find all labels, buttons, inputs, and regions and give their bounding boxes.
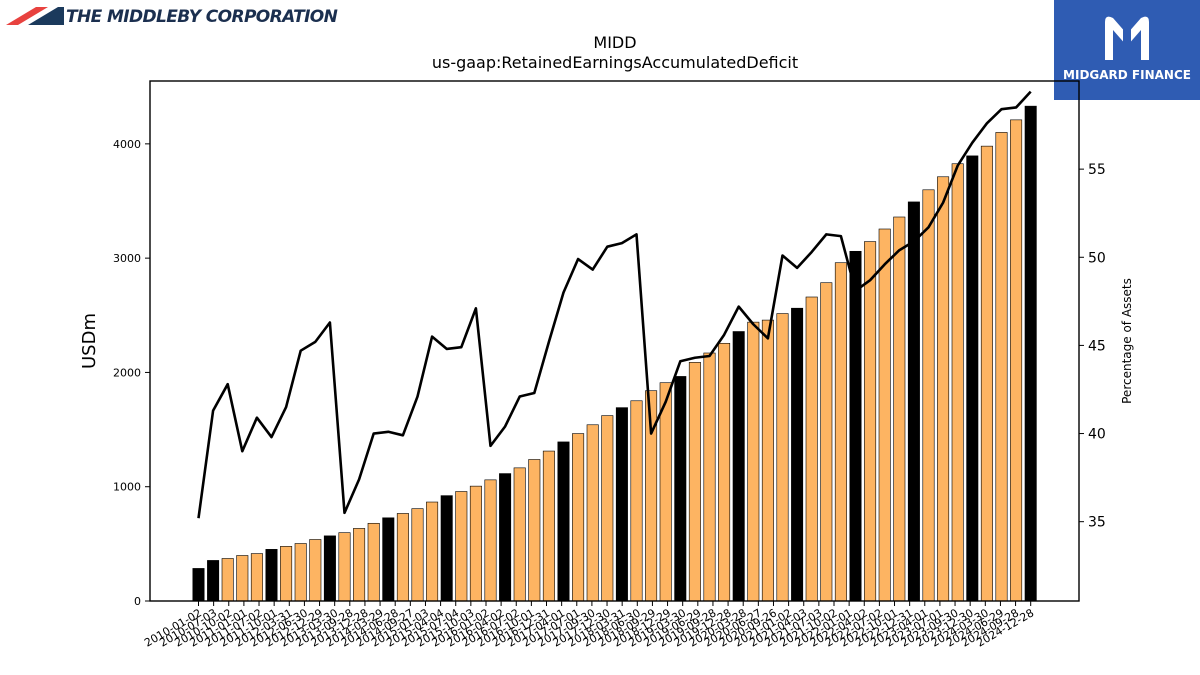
y2-tick-label: 40 <box>1088 427 1106 443</box>
bar <box>469 485 482 602</box>
chart-title: MIDD <box>593 33 636 52</box>
midgard-m-icon <box>1105 12 1149 61</box>
bar <box>659 382 672 602</box>
bar <box>864 241 877 602</box>
series-line <box>197 90 1032 519</box>
bar <box>367 522 380 602</box>
bar <box>601 415 614 602</box>
bar <box>878 228 891 602</box>
bar <box>411 508 424 602</box>
chart-subtitle: us-gaap:RetainedEarningsAccumulatedDefic… <box>432 53 798 72</box>
y2-tick-label: 55 <box>1088 162 1106 178</box>
bar <box>484 479 497 602</box>
bar <box>937 176 950 602</box>
middleby-logo-navy-shape <box>28 7 64 25</box>
bar <box>703 352 716 602</box>
bar <box>1010 119 1023 602</box>
bar <box>542 450 555 602</box>
y2-tick-label: 50 <box>1088 250 1106 266</box>
bar <box>499 473 512 602</box>
bar <box>353 528 366 602</box>
bar <box>747 321 760 602</box>
line-series <box>197 90 1032 519</box>
bar <box>294 543 307 602</box>
bar <box>265 549 278 602</box>
bar <box>995 132 1008 602</box>
y2-tick-label: 35 <box>1088 515 1106 531</box>
company-name: THE MIDDLEBY CORPORATION <box>66 7 338 27</box>
bar <box>761 319 774 602</box>
y2-tick-label: 45 <box>1088 338 1106 354</box>
axes: 0100020003000400035404550552010-01-02201… <box>113 80 1106 650</box>
y-tick-label: 2000 <box>113 366 141 379</box>
bar <box>192 568 205 602</box>
bar <box>309 539 322 602</box>
bar <box>820 282 833 602</box>
bar <box>791 307 804 602</box>
bar <box>572 433 585 602</box>
bar <box>513 467 526 602</box>
bar <box>615 407 628 602</box>
bar-series <box>192 105 1037 602</box>
bar <box>776 313 789 602</box>
bar <box>528 459 541 602</box>
middleby-logo-red-shape <box>6 7 48 25</box>
bar <box>586 424 599 602</box>
bar <box>440 495 453 602</box>
bar <box>557 441 570 602</box>
bar <box>688 362 701 602</box>
bar <box>455 491 468 602</box>
bar <box>323 535 336 602</box>
bar <box>426 501 439 602</box>
y-tick-label: 3000 <box>113 252 141 265</box>
y-axis-label: USDm <box>79 313 100 369</box>
bar <box>907 201 920 602</box>
bar <box>718 342 731 602</box>
bar <box>250 553 263 602</box>
bar <box>382 517 395 602</box>
bar <box>338 532 351 602</box>
y-tick-label: 1000 <box>113 481 141 494</box>
bar <box>630 400 643 602</box>
badge-text: MIDGARD FINANCE <box>1063 68 1191 82</box>
bar <box>805 296 818 602</box>
bar <box>922 189 935 602</box>
bar <box>849 250 862 602</box>
bar <box>893 216 906 602</box>
plot-frame <box>149 80 1080 602</box>
middleby-logo <box>6 7 64 25</box>
y-tick-label: 4000 <box>113 138 141 151</box>
bar <box>834 262 847 602</box>
y-tick-label: 0 <box>134 595 141 608</box>
bar <box>980 145 993 602</box>
bar <box>236 555 249 602</box>
bar <box>966 155 979 602</box>
y2-axis-label: Percentage of Assets <box>1120 278 1134 404</box>
bar <box>951 163 964 602</box>
bar <box>207 560 220 602</box>
bar <box>221 558 234 602</box>
bar <box>280 546 293 602</box>
bar <box>674 376 687 602</box>
bar <box>396 513 409 602</box>
bar <box>1024 105 1037 602</box>
bar <box>732 331 745 602</box>
